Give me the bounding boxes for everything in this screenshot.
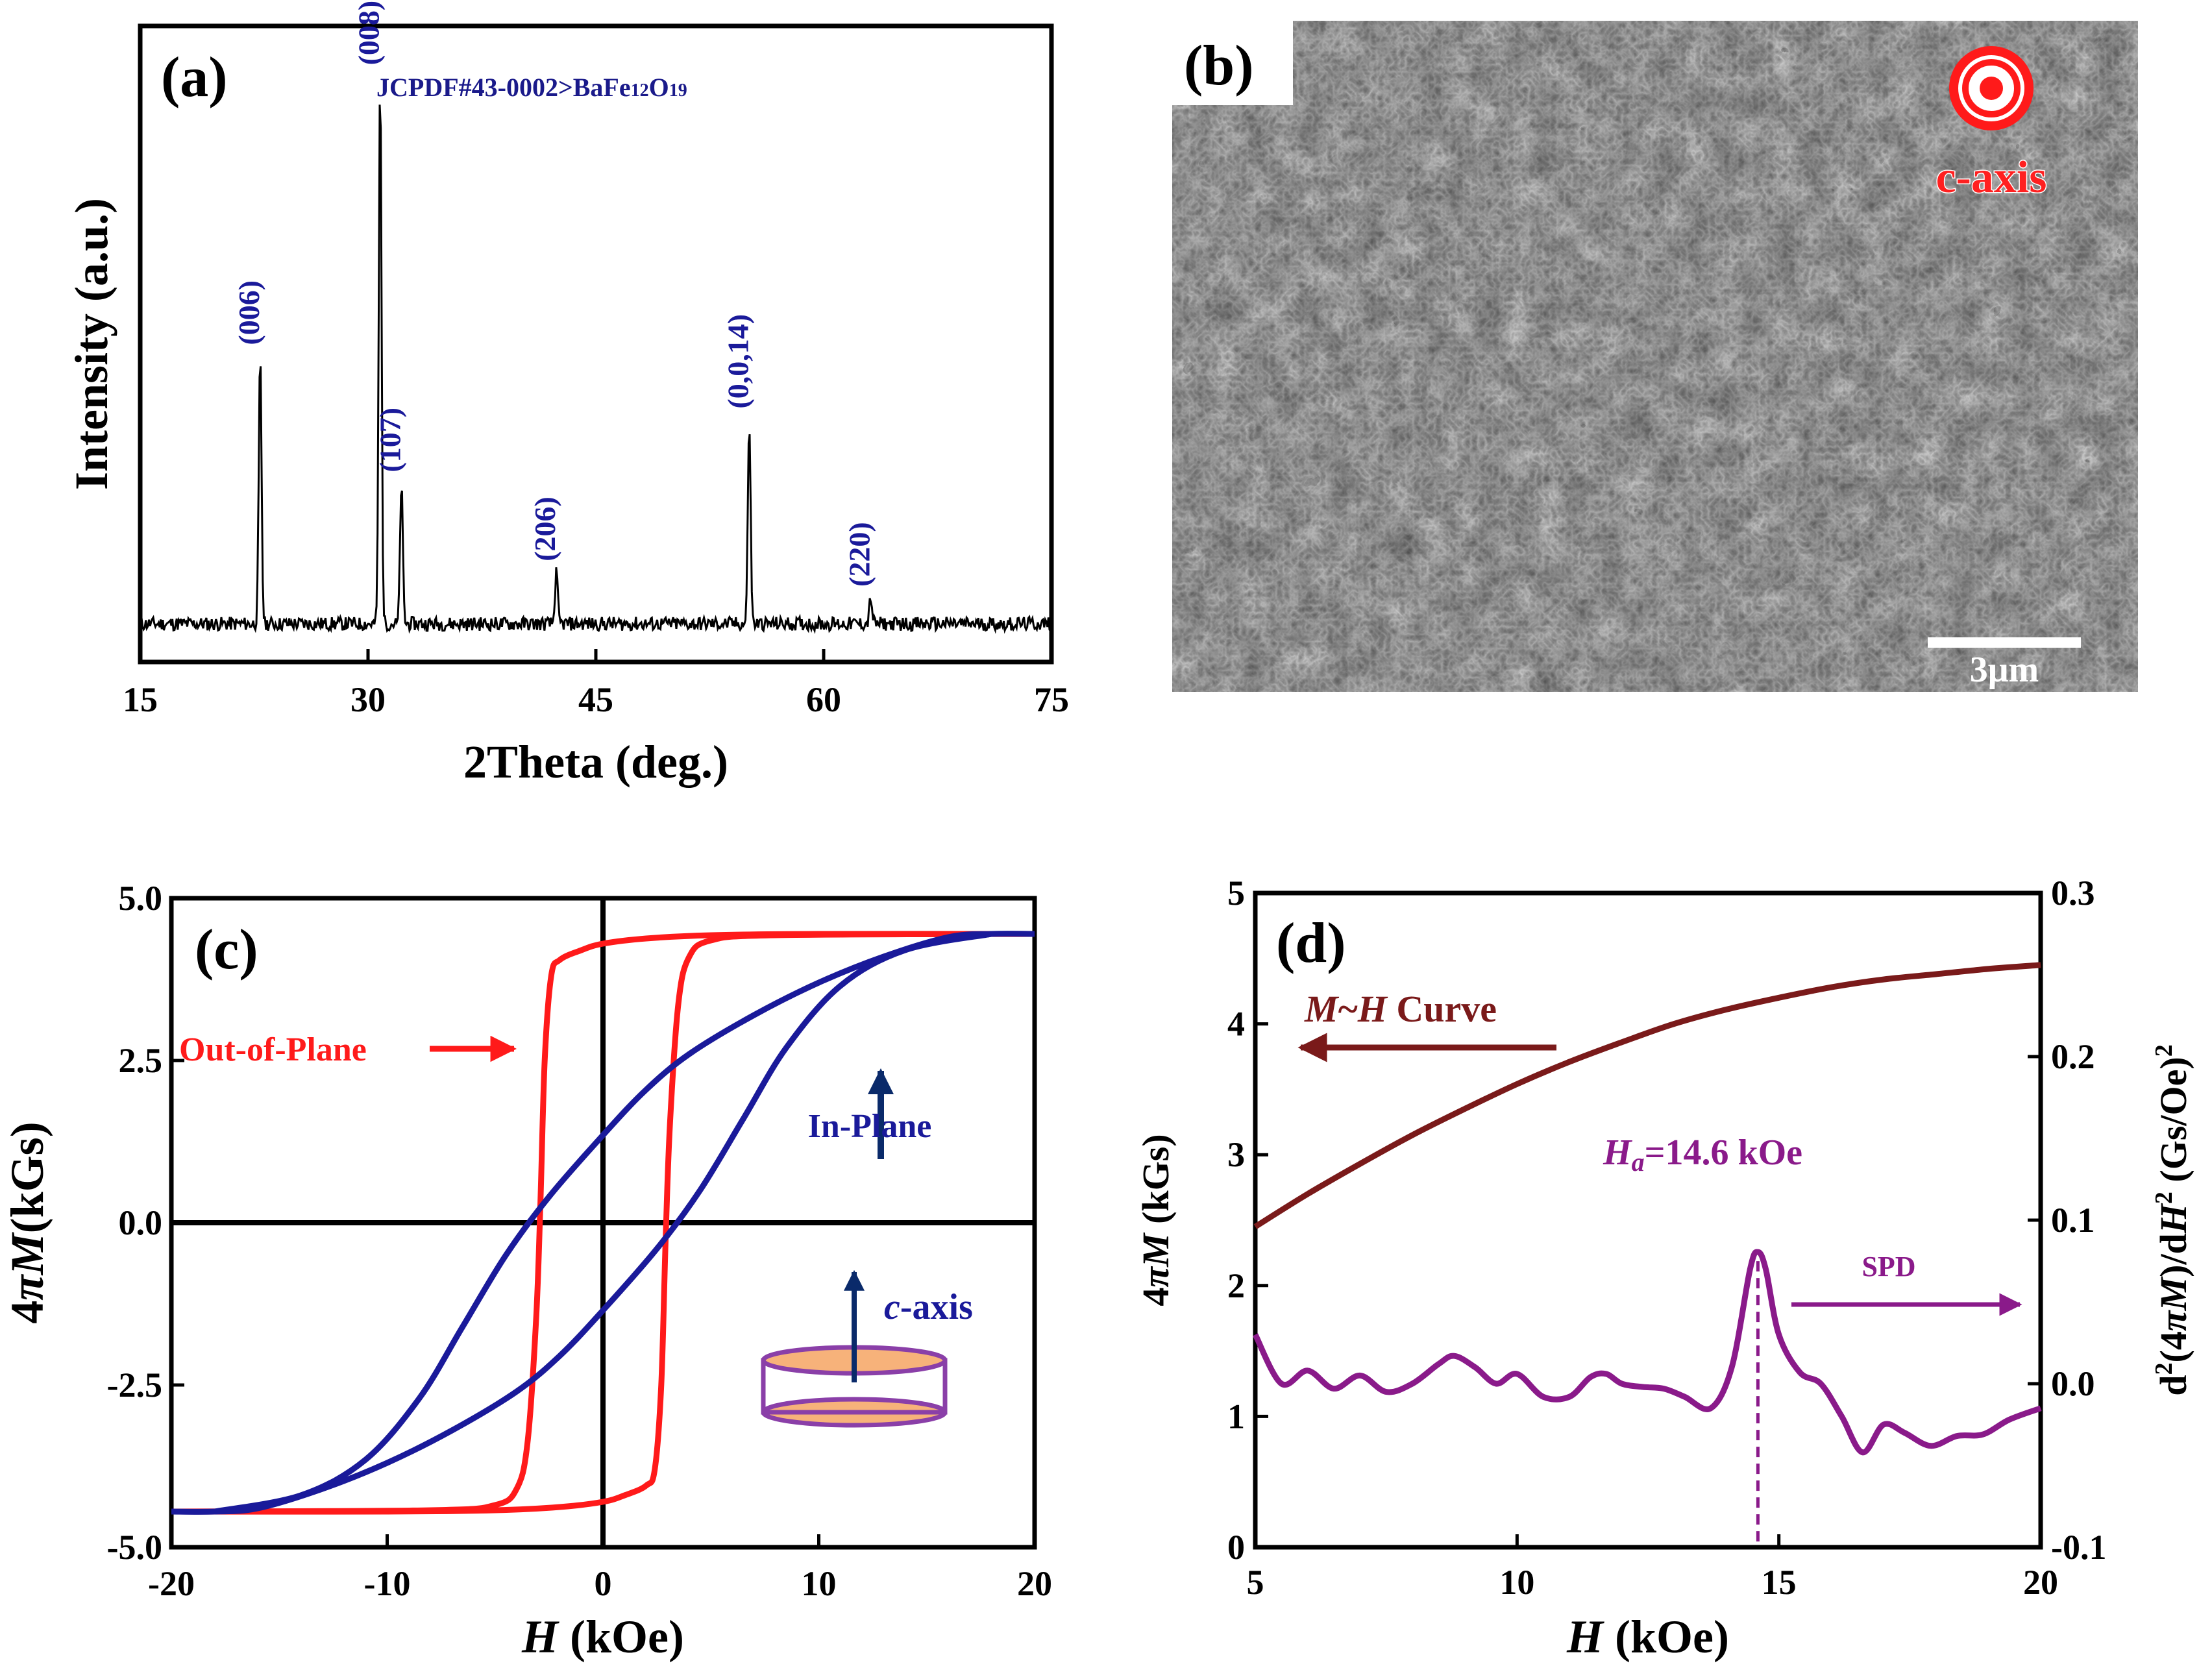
- in-plane-legend: In-Plane: [808, 1108, 932, 1145]
- x-tick-label: 15: [1762, 1563, 1797, 1602]
- x-tick-label: 0: [595, 1564, 612, 1603]
- x-tick-label: 10: [1499, 1563, 1534, 1602]
- panel-d-right-ylabel: d2(4πM)/dH2 (Gs/Oe)2: [2150, 1044, 2194, 1395]
- panel-a-frame: [138, 23, 1054, 665]
- panel-a-xlabel: 2Theta (deg.): [463, 736, 728, 788]
- sample-disk-inset: [761, 1269, 948, 1428]
- y-tick-label-left: 0: [1227, 1528, 1245, 1567]
- panel-a-xrd: (006) (008) (107) (206) (0,0,14) (220) 15 30 45…: [66, 1, 1069, 788]
- y-tick-label-left: 5: [1227, 874, 1245, 913]
- panel-c-ticks: -20 -10 0 10 20 -5.0 -2.5 0.0 2.5 5.0: [107, 879, 1052, 1603]
- xrd-pattern-line: [140, 104, 1051, 635]
- panel-b-label-bg: [1172, 21, 1293, 105]
- panel-b-label: (b): [1184, 34, 1254, 97]
- panel-a-x-ticks: 15 30 45 60 75: [123, 649, 1069, 719]
- x-tick-label: 15: [123, 680, 158, 719]
- xrd-peak-label: (006): [232, 280, 265, 345]
- x-tick-label: 10: [802, 1564, 837, 1603]
- panel-c-label: (c): [195, 918, 258, 981]
- panel-d-xlabel: H (kOe): [1566, 1611, 1729, 1663]
- spd-legend: SPD: [1862, 1251, 1915, 1282]
- xrd-peak-labels: (006) (008) (107) (206) (0,0,14) (220): [232, 1, 876, 587]
- x-tick-label: 75: [1034, 680, 1069, 719]
- xrd-peak-label: (220): [843, 522, 876, 587]
- y-tick-label: 5.0: [119, 879, 163, 918]
- y-tick-label: 0.0: [119, 1203, 163, 1242]
- sem-image-texture: [1172, 21, 2138, 692]
- panel-d-left-ylabel: 4πM (kGs): [1135, 1134, 1177, 1306]
- x-tick-label: 45: [578, 680, 613, 719]
- x-tick-label: -10: [364, 1564, 411, 1603]
- x-tick-label: -20: [148, 1564, 195, 1603]
- mh-curve-line: [1253, 962, 2041, 1229]
- y-tick-label-right: 0.2: [2051, 1037, 2095, 1076]
- y-tick-label: 2.5: [119, 1041, 163, 1080]
- y-tick-label: -5.0: [107, 1528, 162, 1567]
- ha-annotation: Ha=14.6 kOe: [1603, 1133, 1802, 1177]
- panel-b-c-axis-label: c-axis: [1936, 153, 2046, 202]
- y-tick-label-right: 0.1: [2051, 1201, 2095, 1240]
- panel-a-label: (a): [161, 46, 228, 109]
- y-tick-label: -2.5: [107, 1366, 162, 1404]
- x-tick-label: 20: [2023, 1563, 2058, 1602]
- panel-d-spd: 5 10 15 20 0 1 2 3 4 5 -0.1 0.0 0.1 0.2 0.3 (d) M~H Cu…: [1135, 874, 2194, 1663]
- hysteresis-loops: [171, 931, 1035, 1515]
- y-tick-label-left: 1: [1227, 1397, 1245, 1436]
- y-tick-label-right: -0.1: [2051, 1528, 2106, 1567]
- panel-b-sem: (b) c-axis 3μm: [1172, 21, 2138, 692]
- out-of-plane-loop-branch: [171, 931, 1035, 1515]
- inset-c-axis-label: c-axis: [884, 1287, 973, 1327]
- in-plane-loop-branch: [171, 931, 992, 1515]
- panel-a-ylabel: Intensity (a.u.): [66, 198, 117, 490]
- panel-d-ticks: 5 10 15 20 0 1 2 3 4 5 -0.1 0.0 0.1 0.2 0.3: [1227, 874, 2106, 1602]
- y-tick-label-right: 0.3: [2051, 874, 2095, 913]
- panel-d-label: (d): [1276, 912, 1346, 975]
- y-tick-label-right: 0.0: [2051, 1364, 2095, 1403]
- panel-d-frame: [1253, 890, 2043, 1550]
- x-tick-label: 5: [1247, 1563, 1264, 1602]
- x-tick-label: 20: [1017, 1564, 1052, 1603]
- y-tick-label-left: 3: [1227, 1135, 1245, 1174]
- xrd-peak-label: (0,0,14): [721, 314, 754, 409]
- y-tick-label-left: 2: [1227, 1266, 1245, 1305]
- xrd-peak-label: (107): [373, 408, 406, 472]
- mh-curve-legend: M~H Curve: [1304, 988, 1497, 1030]
- y-tick-label-left: 4: [1227, 1005, 1245, 1044]
- xrd-peak-label: (008): [352, 1, 386, 66]
- spd-curve-line: [1252, 1249, 2042, 1456]
- out-of-plane-loop-branch: [171, 931, 1035, 1515]
- scale-bar-label: 3μm: [1970, 650, 2039, 690]
- c-axis-out-of-plane-icon: [1949, 46, 2034, 130]
- x-tick-label: 30: [350, 680, 386, 719]
- panel-c-hysteresis: -20 -10 0 10 20 -5.0 -2.5 0.0 2.5 5.0 (c) Out-of-…: [1, 879, 1052, 1663]
- panel-c-ylabel: 4πM(kGs): [1, 1121, 53, 1323]
- x-tick-label: 60: [806, 680, 841, 719]
- out-of-plane-legend: Out-of-Plane: [179, 1031, 367, 1068]
- panel-c-xlabel: H (kOe): [521, 1611, 684, 1663]
- xrd-peak-label: (206): [528, 496, 561, 561]
- xrd-phase-title: JCPDF#43-0002>BaFe12O19: [376, 73, 687, 102]
